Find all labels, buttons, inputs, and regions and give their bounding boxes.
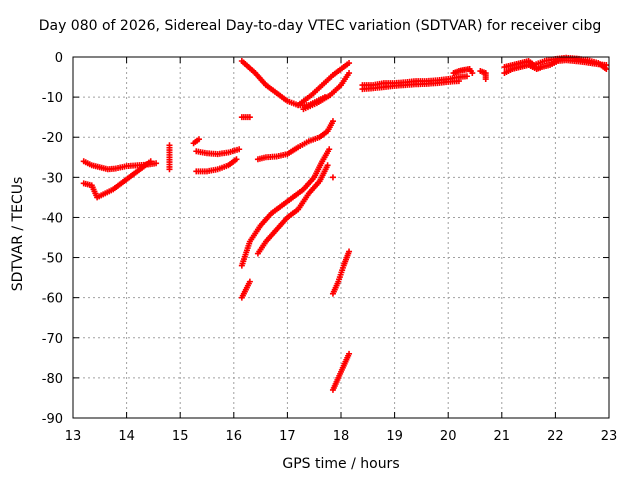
y-tick-label: -50	[42, 252, 63, 267]
x-tick-label: 20	[440, 429, 457, 444]
data-point-s2	[147, 158, 154, 165]
y-tick-label: -90	[42, 412, 63, 427]
data-points	[80, 54, 610, 393]
y-tick-label: -20	[42, 131, 63, 146]
data-point-s18	[463, 73, 470, 80]
data-point-s23	[603, 66, 610, 73]
x-tick-label: 14	[118, 429, 135, 444]
data-point-s9	[346, 60, 353, 67]
y-tick-label: -40	[42, 211, 63, 226]
y-tick-label: -70	[42, 332, 63, 347]
data-point-s4	[195, 136, 202, 143]
data-point-s14	[324, 162, 331, 169]
data-point-s21	[482, 76, 489, 83]
y-tick-label: -10	[42, 91, 63, 106]
x-tick-label: 18	[333, 429, 350, 444]
x-tick-label: 23	[601, 429, 618, 444]
x-tick-label: 16	[226, 429, 243, 444]
x-tick-label: 15	[172, 429, 189, 444]
grid-lines	[73, 57, 609, 418]
x-tick-label: 19	[386, 429, 403, 444]
y-tick-label: -80	[42, 372, 63, 387]
data-point-s12	[326, 146, 333, 153]
y-tick-label: -60	[42, 292, 63, 307]
tick-labels: 13 14 15 16 17 18 19 20 21 22 23 0 -10 -20 -30 -40 -50 -6…	[42, 51, 618, 444]
chart-title: Day 080 of 2026, Sidereal Day-to-day VTE…	[38, 18, 602, 34]
y-tick-label: -30	[42, 171, 63, 186]
x-tick-label: 22	[547, 429, 564, 444]
y-axis-label: SDTVAR / TECUs	[10, 176, 26, 292]
data-point-s19	[455, 78, 462, 85]
data-point-s5	[236, 146, 243, 153]
data-point-s17	[346, 350, 353, 357]
data-point-s16	[346, 248, 353, 255]
x-tick-label: 21	[494, 429, 511, 444]
data-point-s6	[233, 156, 240, 163]
data-point-s1	[153, 160, 160, 167]
x-tick-label: 17	[279, 429, 296, 444]
plot-frame	[72, 56, 610, 419]
x-tick-label: 13	[65, 429, 82, 444]
data-point-s10	[346, 70, 353, 77]
data-point-s20	[469, 70, 476, 77]
data-point-s7	[246, 114, 253, 121]
data-point-s11	[329, 118, 336, 125]
data-point-s15	[329, 174, 336, 181]
x-axis-label: GPS time / hours	[282, 456, 400, 472]
data-point-s13	[246, 278, 253, 285]
y-tick-label: 0	[55, 51, 63, 66]
data-point-s3	[166, 166, 173, 173]
